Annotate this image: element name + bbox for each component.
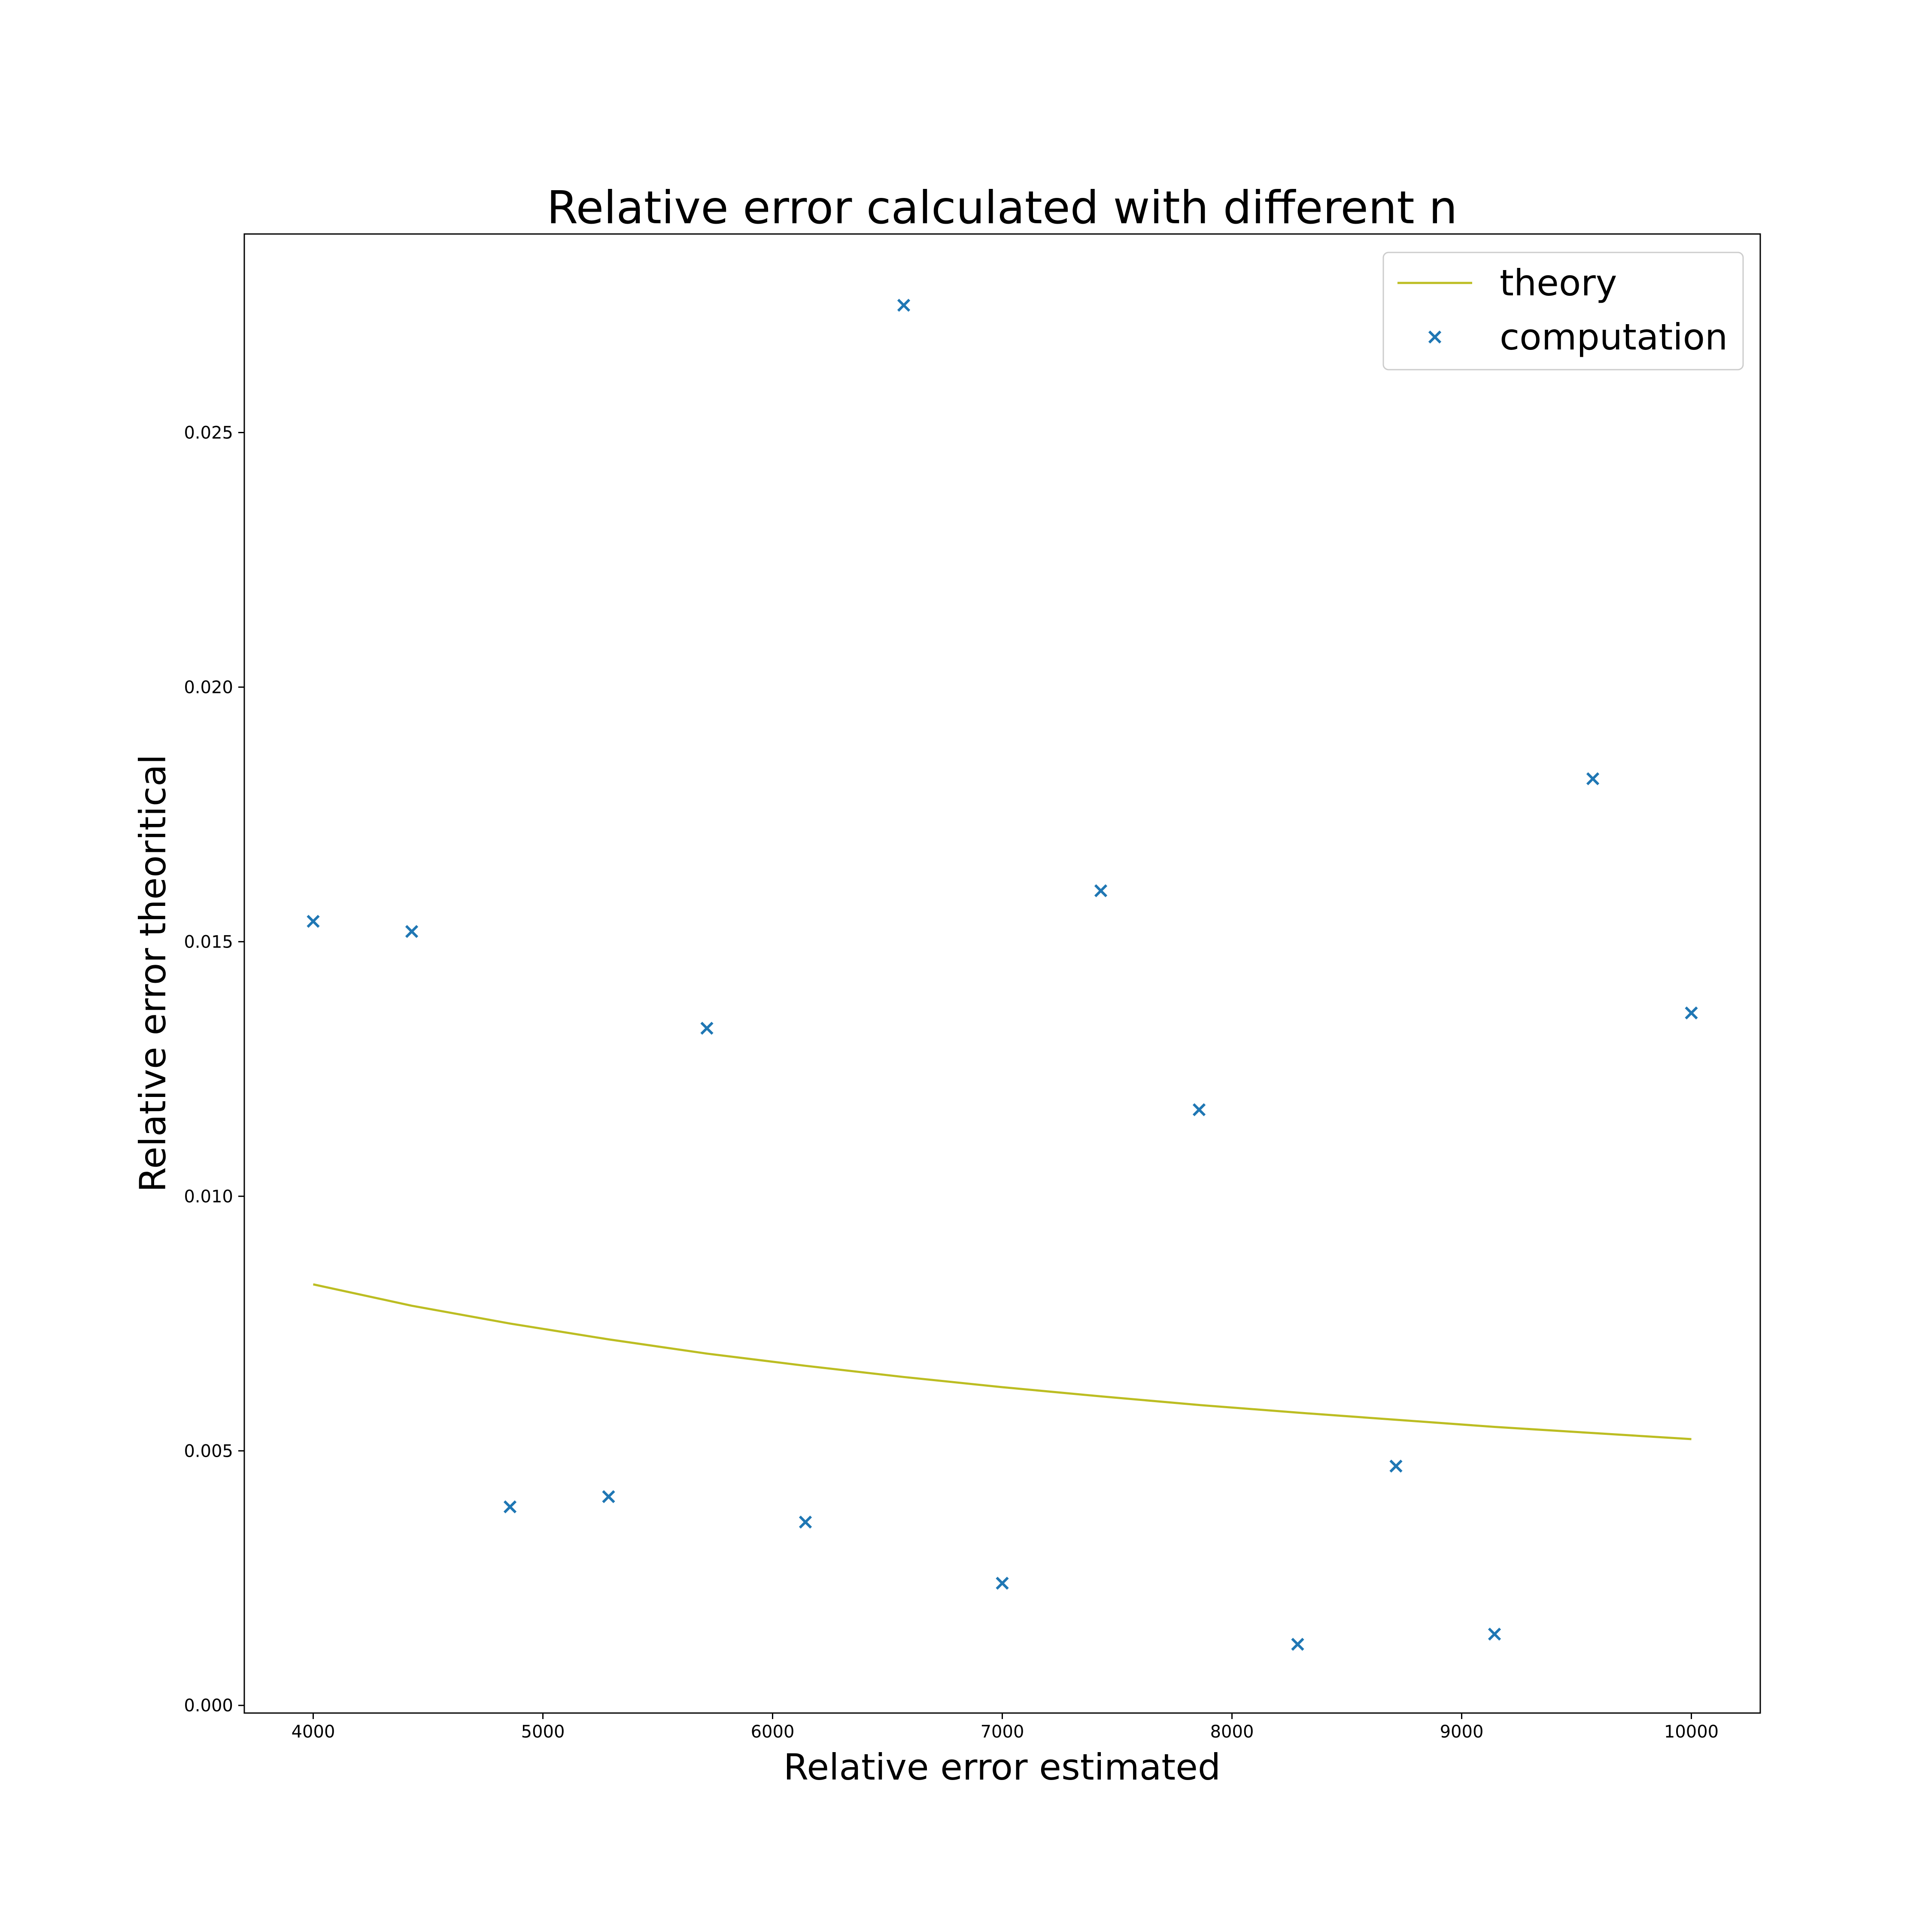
computation-series [307, 298, 1698, 1651]
computation-point [602, 1490, 615, 1504]
computation-point [700, 1021, 714, 1035]
computation-point [996, 1577, 1009, 1590]
chart-title: Relative error calculated with different… [547, 182, 1457, 234]
computation-point [897, 298, 911, 312]
y-tick-label: 0.025 [184, 423, 233, 443]
y-tick-label: 0.005 [184, 1441, 233, 1461]
computation-point [1685, 1006, 1698, 1020]
legend-computation-x [1428, 330, 1442, 344]
x-tick-label: 6000 [751, 1722, 795, 1742]
x-axis-label: Relative error estimated [784, 1746, 1221, 1788]
y-axis-label: Relative error theoritical [132, 754, 174, 1192]
x-tick-label: 8000 [1210, 1722, 1254, 1742]
computation-point [1488, 1628, 1501, 1641]
computation-point [799, 1516, 812, 1529]
y-tick-label: 0.020 [184, 677, 233, 697]
plot-area [244, 234, 1760, 1713]
computation-point [405, 925, 419, 938]
x-tick-label: 10000 [1664, 1722, 1719, 1742]
x-tick-label: 5000 [521, 1722, 565, 1742]
theory-line [313, 1283, 1692, 1440]
computation-point [503, 1500, 517, 1513]
computation-point [307, 914, 320, 928]
x-tick-label: 9000 [1440, 1722, 1484, 1742]
legend-computation-label: computation [1500, 316, 1728, 358]
x-tick-label: 4000 [292, 1722, 335, 1742]
y-tick-label: 0.015 [184, 932, 233, 952]
y-tick-label: 0.010 [184, 1187, 233, 1206]
theory-series [313, 1283, 1692, 1440]
legend-theory-label: theory [1500, 262, 1617, 304]
computation-point [1389, 1459, 1403, 1473]
computation-point [1291, 1637, 1304, 1651]
y-axis-ticks: 0.000 0.005 0.010 0.015 0.020 0.025 [184, 423, 244, 1716]
x-tick-label: 7000 [981, 1722, 1024, 1742]
legend-computation-marker [1428, 330, 1442, 344]
computation-point [1586, 772, 1600, 786]
legend-box [1382, 252, 1744, 371]
computation-point [1192, 1103, 1206, 1116]
computation-point [1094, 884, 1108, 897]
x-axis-ticks: 4000 5000 6000 7000 8000 9000 10000 [292, 1713, 1719, 1742]
legend: theory computation [1382, 252, 1744, 371]
y-tick-label: 0.000 [184, 1696, 233, 1716]
